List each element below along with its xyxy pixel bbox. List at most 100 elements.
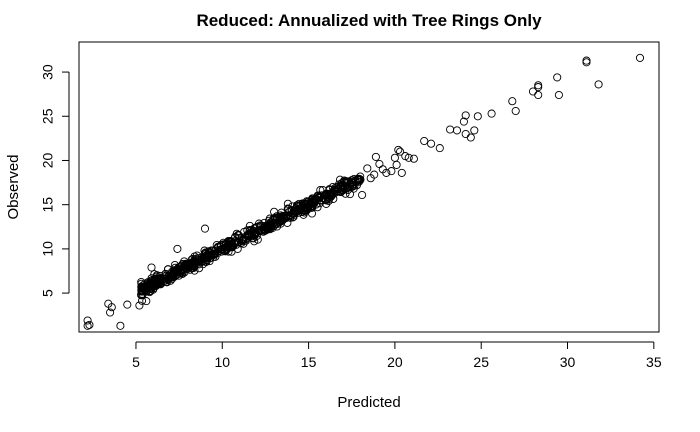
data-point bbox=[225, 237, 234, 246]
y-tick-label: 20 bbox=[40, 152, 56, 168]
data-point bbox=[534, 83, 543, 92]
data-point bbox=[313, 193, 322, 202]
data-point bbox=[446, 125, 455, 134]
x-tick-label: 15 bbox=[301, 354, 317, 370]
x-axis: 5 10 15 20 25 30 35 bbox=[132, 341, 662, 370]
data-point bbox=[371, 152, 380, 161]
data-point bbox=[270, 207, 279, 216]
data-point bbox=[161, 270, 170, 279]
data-point bbox=[150, 276, 159, 286]
data-point bbox=[163, 265, 173, 274]
data-point bbox=[390, 153, 399, 162]
y-tick-label: 5 bbox=[40, 289, 56, 297]
data-point bbox=[211, 252, 220, 261]
data-point bbox=[397, 168, 406, 177]
data-point bbox=[83, 321, 92, 330]
data-point bbox=[473, 112, 482, 121]
y-tick-label: 10 bbox=[40, 241, 56, 257]
data-point bbox=[286, 213, 295, 222]
data-point bbox=[222, 245, 231, 255]
data-point bbox=[291, 206, 300, 215]
chart-title: Reduced: Annualized with Tree Rings Only bbox=[196, 11, 542, 30]
data-point bbox=[466, 133, 475, 142]
data-point bbox=[326, 189, 335, 198]
data-point bbox=[358, 190, 367, 200]
data-point bbox=[147, 263, 156, 272]
data-point bbox=[635, 53, 645, 62]
data-point bbox=[461, 111, 470, 120]
data-point bbox=[173, 244, 182, 253]
data-point bbox=[382, 168, 391, 177]
y-tick-label: 15 bbox=[40, 197, 56, 213]
data-point bbox=[534, 90, 543, 100]
y-tick-label: 30 bbox=[40, 64, 56, 80]
data-point bbox=[356, 175, 365, 184]
y-axis: 5 10 15 20 25 30 bbox=[40, 64, 70, 297]
data-point bbox=[341, 177, 350, 186]
data-point bbox=[283, 199, 292, 208]
x-tick-label: 35 bbox=[646, 354, 662, 370]
data-point bbox=[213, 242, 222, 251]
data-point bbox=[420, 136, 429, 146]
data-point bbox=[214, 243, 223, 252]
data-point bbox=[135, 301, 144, 310]
data-point bbox=[277, 213, 286, 222]
data-point bbox=[341, 189, 350, 198]
data-point bbox=[271, 219, 280, 228]
data-point bbox=[306, 199, 315, 208]
data-point bbox=[394, 145, 403, 154]
data-point bbox=[370, 170, 379, 179]
data-point bbox=[85, 320, 94, 329]
data-point bbox=[116, 321, 125, 330]
data-point bbox=[290, 210, 299, 219]
x-tick-label: 30 bbox=[560, 354, 576, 370]
data-point bbox=[254, 226, 263, 235]
data-point bbox=[534, 81, 543, 90]
data-point bbox=[230, 233, 240, 242]
data-point bbox=[511, 106, 520, 116]
x-tick-label: 20 bbox=[387, 354, 403, 370]
y-axis-label: Observed bbox=[5, 154, 22, 219]
data-point bbox=[137, 290, 146, 299]
data-point bbox=[396, 147, 405, 156]
data-point bbox=[259, 225, 268, 234]
x-tick-label: 10 bbox=[214, 354, 230, 370]
data-point bbox=[297, 203, 306, 213]
data-point bbox=[178, 269, 187, 278]
data-point bbox=[232, 229, 241, 238]
data-point bbox=[487, 109, 496, 118]
y-tick-label: 25 bbox=[40, 108, 56, 124]
data-point bbox=[155, 274, 164, 284]
data-point bbox=[107, 303, 116, 312]
data-point bbox=[345, 190, 355, 199]
data-point bbox=[218, 245, 227, 254]
data-point bbox=[106, 308, 115, 317]
x-axis-label: Predicted bbox=[337, 394, 400, 411]
data-point bbox=[452, 126, 462, 135]
data-point bbox=[553, 73, 562, 82]
data-point bbox=[200, 224, 210, 233]
data-point bbox=[470, 126, 479, 135]
data-point bbox=[322, 199, 331, 208]
data-point bbox=[202, 252, 211, 261]
data-point bbox=[392, 160, 401, 169]
data-point bbox=[508, 97, 517, 106]
data-point bbox=[321, 190, 330, 199]
data-point bbox=[303, 204, 312, 213]
data-point bbox=[166, 276, 175, 285]
data-point bbox=[239, 235, 248, 244]
data-point bbox=[282, 211, 291, 220]
data-point bbox=[250, 237, 259, 246]
data-point bbox=[582, 58, 591, 67]
data-point bbox=[461, 129, 470, 139]
data-point bbox=[330, 189, 339, 198]
data-point bbox=[353, 175, 362, 184]
data-point bbox=[184, 261, 193, 270]
data-point bbox=[186, 260, 195, 269]
data-point bbox=[435, 144, 444, 153]
data-point bbox=[177, 268, 186, 277]
data-point bbox=[337, 183, 346, 192]
data-point bbox=[387, 167, 396, 176]
data-point bbox=[137, 296, 147, 305]
data-point bbox=[307, 209, 317, 218]
